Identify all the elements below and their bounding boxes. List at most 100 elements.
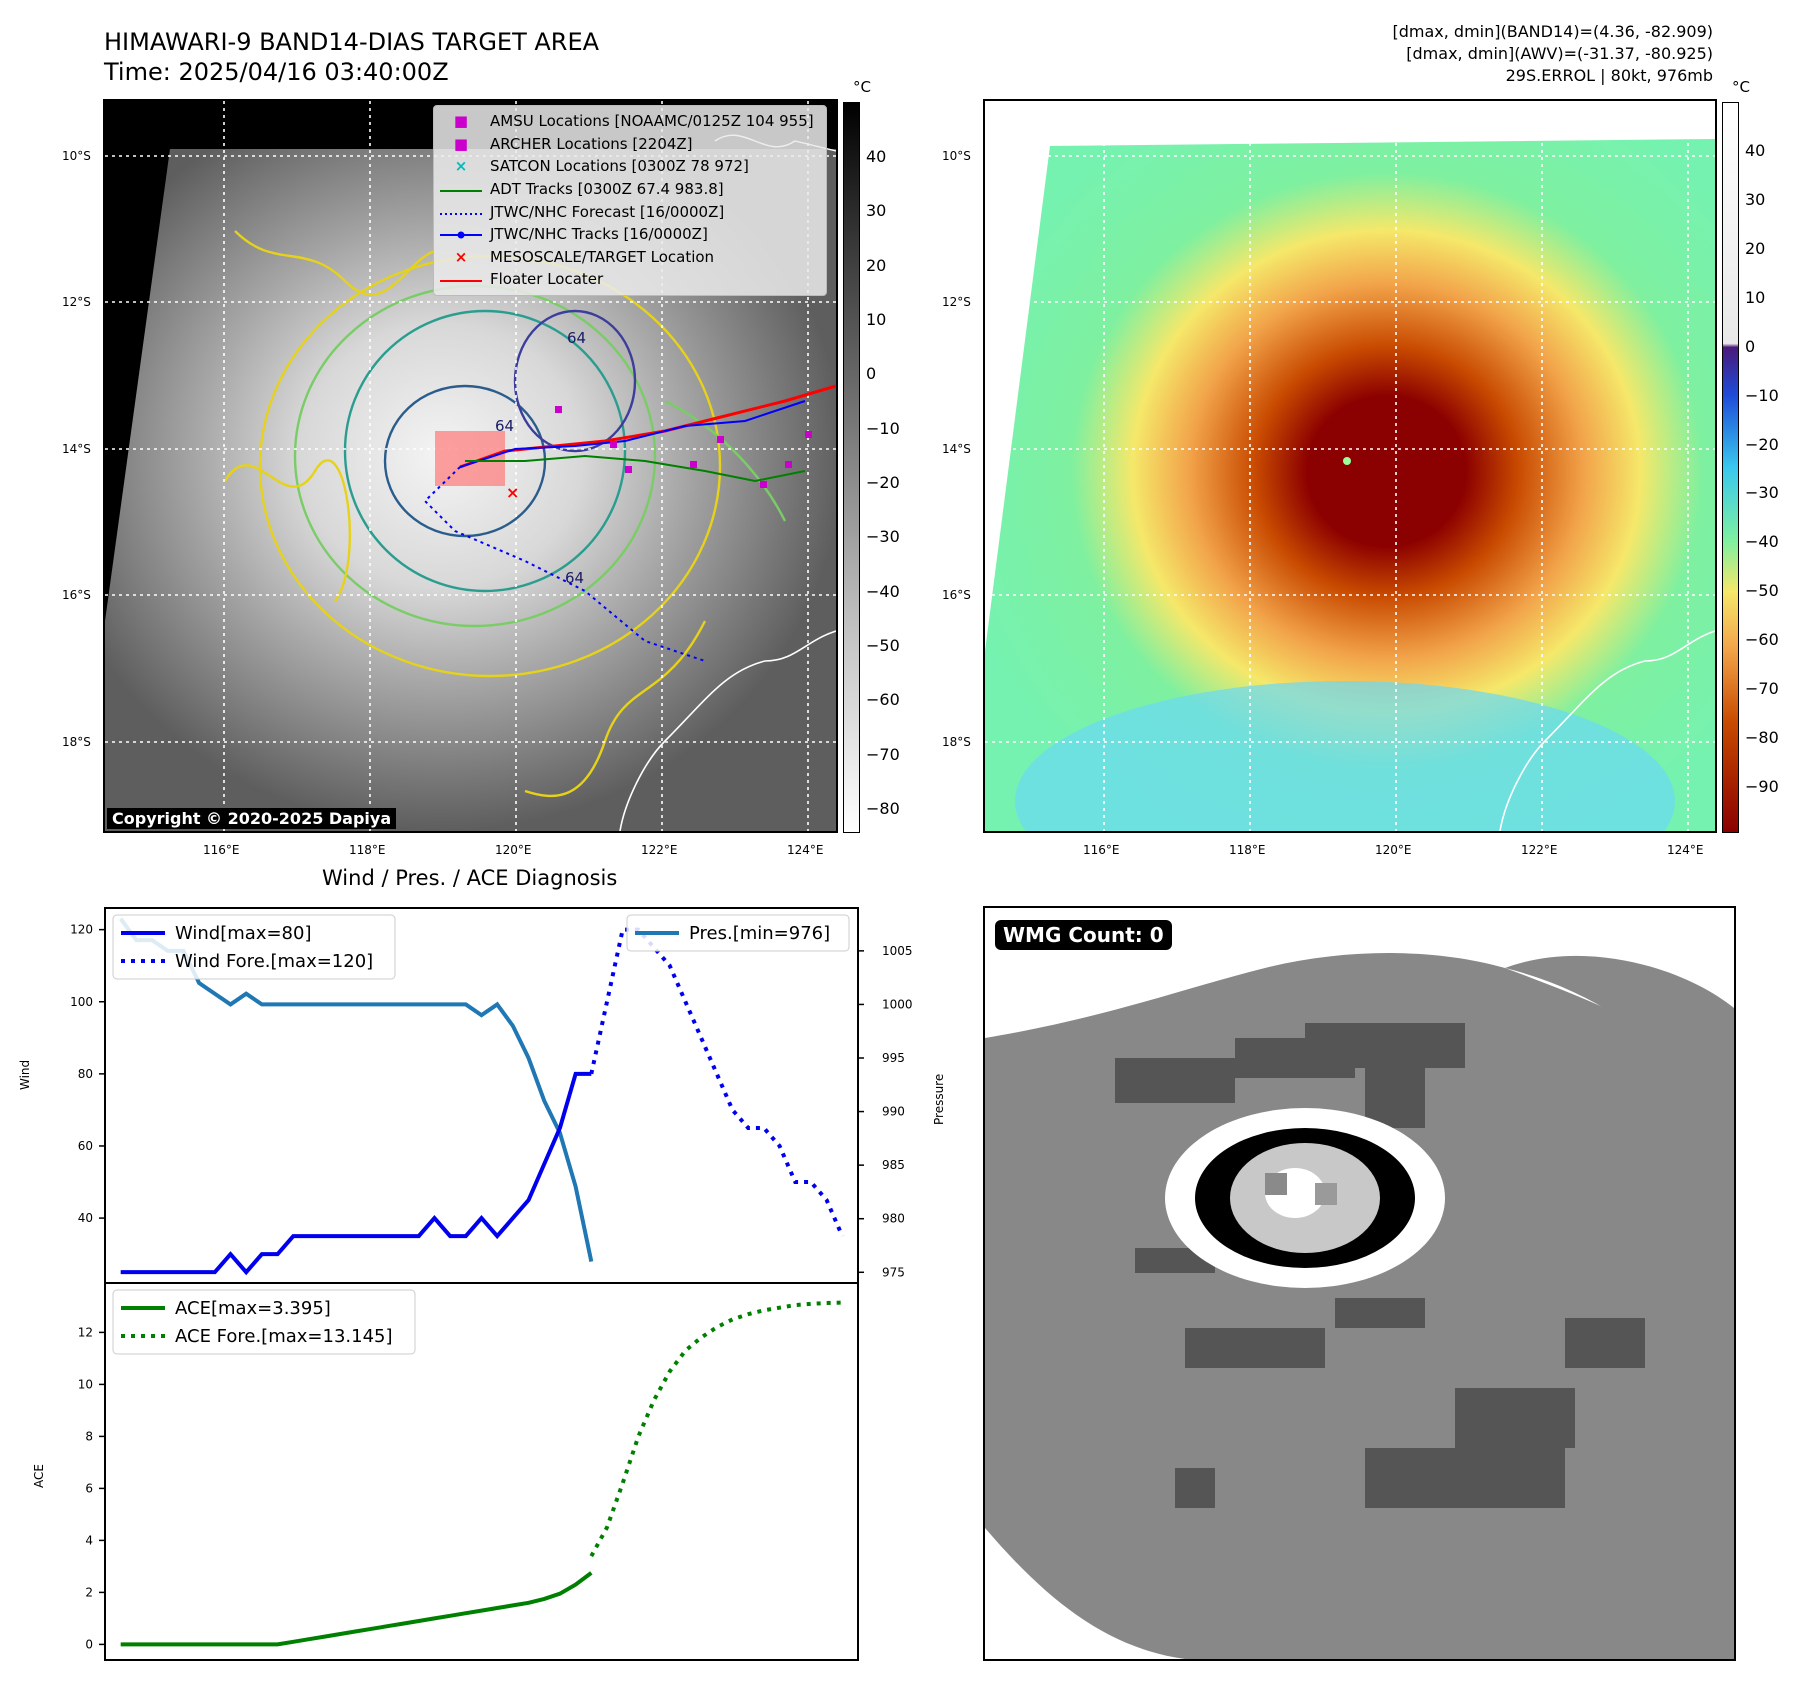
contour-label-64: 64 [565,569,584,587]
wmg-image [985,908,1734,1659]
pressure-tick-label: 1000 [882,997,913,1011]
colorbar-tick-label: −10 [1745,385,1779,405]
left-colorbar [843,102,860,833]
wind-tick-label: 40 [78,1211,93,1225]
legend-label: Wind Fore.[max=120] [175,951,373,972]
ace-tick-label: 2 [85,1585,93,1599]
legend-label: Floater Locater [490,270,604,289]
info-line-1: [dmax, dmin](BAND14)=(4.36, -82.909) [1392,22,1714,41]
legend-item-jtwc-tracks: JTWC/NHC Tracks [16/0000Z] [440,223,820,246]
wmg-panel: WMG Count: 0 [983,906,1736,1661]
lat-label: 10°S [62,149,91,163]
colorbar-tick-label: −50 [866,636,900,655]
info-line-2: [dmax, dmin](AWV)=(-31.37, -80.925) [1406,44,1713,63]
series-line-wind-fore- [589,927,845,1237]
legend-label: MESOSCALE/TARGET Location [490,247,715,266]
colorbar-tick-label: 40 [866,147,887,166]
lat-label: 18°S [62,735,91,749]
legend-label: ADT Tracks [0300Z 67.4 983.8] [490,180,724,199]
pressure-tick-label: 1005 [882,944,913,958]
legend-label: JTWC/NHC Tracks [16/0000Z] [490,225,708,244]
dotted-line-icon [440,203,482,221]
legend-label: JTWC/NHC Forecast [16/0000Z] [490,202,725,221]
lon-label: 120°E [1375,843,1412,857]
legend-label: ACE[max=3.395] [175,1298,331,1319]
series-line-wind [120,1071,592,1276]
pressure-tick-label: 980 [882,1212,905,1226]
legend-box [112,1289,416,1355]
wind-tick-label: 100 [70,995,93,1009]
colorbar-tick-label: −40 [1745,532,1779,552]
colorbar-tick-label: −80 [866,799,900,818]
ace-tick-label: 10 [78,1377,93,1391]
wind-axis-label: Wind [18,1059,32,1090]
lon-label: 116°E [203,843,240,857]
pressure-axis-label: Pressure [932,1073,946,1125]
lon-label: 118°E [1229,843,1266,857]
square-marker-icon: ■ [453,134,469,153]
colorbar-tick-label: 20 [866,255,887,275]
lat-label: 18°S [942,735,971,749]
legend-box [112,914,396,980]
colorbar-tick-label: 0 [866,364,877,384]
legend-label: Wind[max=80] [175,923,312,944]
line-marker-icon [440,270,482,288]
ace-plot-frame [104,1282,859,1661]
colorbar-tick-label: −80 [1745,728,1779,748]
wind-tick-label: 60 [78,1139,93,1153]
wmg-count-badge: WMG Count: 0 [995,920,1172,950]
legend-item-floater: Floater Locater [440,268,820,291]
right-colorbar-unit: °C [1732,78,1750,96]
wind-tick-label: 80 [78,1067,93,1081]
legend-label: ACE Fore.[max=13.145] [175,1326,393,1347]
ace-tick-label: 0 [85,1637,93,1651]
copyright-label: Copyright © 2020-2025 Dapiya [107,808,397,829]
colorbar-tick-label: 0 [1745,336,1756,356]
ace-tick-label: 8 [85,1429,93,1443]
colorbar-tick-label: 20 [1745,238,1766,258]
colorbar-tick-label: −20 [866,473,900,492]
diagnosis-title: Wind / Pres. / ACE Diagnosis [322,866,618,890]
right-colorbar [1722,102,1739,833]
pressure-tick-label: 985 [882,1158,905,1172]
legend-item-adt: ADT Tracks [0300Z 67.4 983.8] [440,178,820,201]
lat-label: 16°S [942,588,971,602]
legend-label: Pres.[min=976] [689,923,830,944]
colorbar-tick-label: −40 [866,581,900,601]
info-line-3: 29S.ERROL | 80kt, 976mb [1505,66,1713,85]
pressure-tick-label: 975 [882,1265,905,1279]
lat-label: 14°S [942,442,971,456]
line-dot-marker-icon [440,225,482,243]
ace-tick-label: 4 [85,1533,93,1547]
series-line-ace [120,1571,593,1647]
left-map-legend: ■ AMSU Locations [NOAAMC/0125Z 104 955] … [433,105,827,296]
series-line-pres- [119,917,594,1262]
lat-label: 16°S [62,588,91,602]
ace-axis-label: ACE [32,1464,46,1488]
lat-label: 12°S [62,295,91,309]
colorbar-tick-label: 10 [1745,287,1766,307]
right-map-panel [983,99,1717,833]
legend-label: AMSU Locations [NOAAMC/0125Z 104 955] [490,112,814,131]
legend-item-jtwc-forecast: JTWC/NHC Forecast [16/0000Z] [440,200,820,223]
ace-tick-label: 12 [78,1325,93,1339]
legend-item-amsu: ■ AMSU Locations [NOAAMC/0125Z 104 955] [440,110,820,133]
lat-label: 14°S [62,442,91,456]
colorbar-tick-label: −90 [1745,777,1779,796]
colorbar-tick-label: −60 [866,690,900,710]
legend-item-mesoscale: × MESOSCALE/TARGET Location [440,246,820,269]
wind-pressure-plot-frame [104,907,859,1284]
lon-label: 122°E [641,843,678,857]
right-map-image [985,101,1715,831]
colorbar-tick-label: −60 [1745,630,1779,650]
pressure-tick-label: 990 [882,1105,905,1119]
lon-label: 124°E [787,843,824,857]
legend-item-satcon: × SATCON Locations [0300Z 78 972] [440,155,820,178]
ace-tick-label: 6 [85,1481,93,1495]
colorbar-tick-label: 30 [866,201,887,221]
colorbar-tick-label: 10 [866,310,887,329]
lon-label: 124°E [1667,843,1704,857]
svg-text:×: × [506,483,519,502]
x-marker-icon: × [454,157,468,176]
x-marker-icon: × [454,247,468,266]
